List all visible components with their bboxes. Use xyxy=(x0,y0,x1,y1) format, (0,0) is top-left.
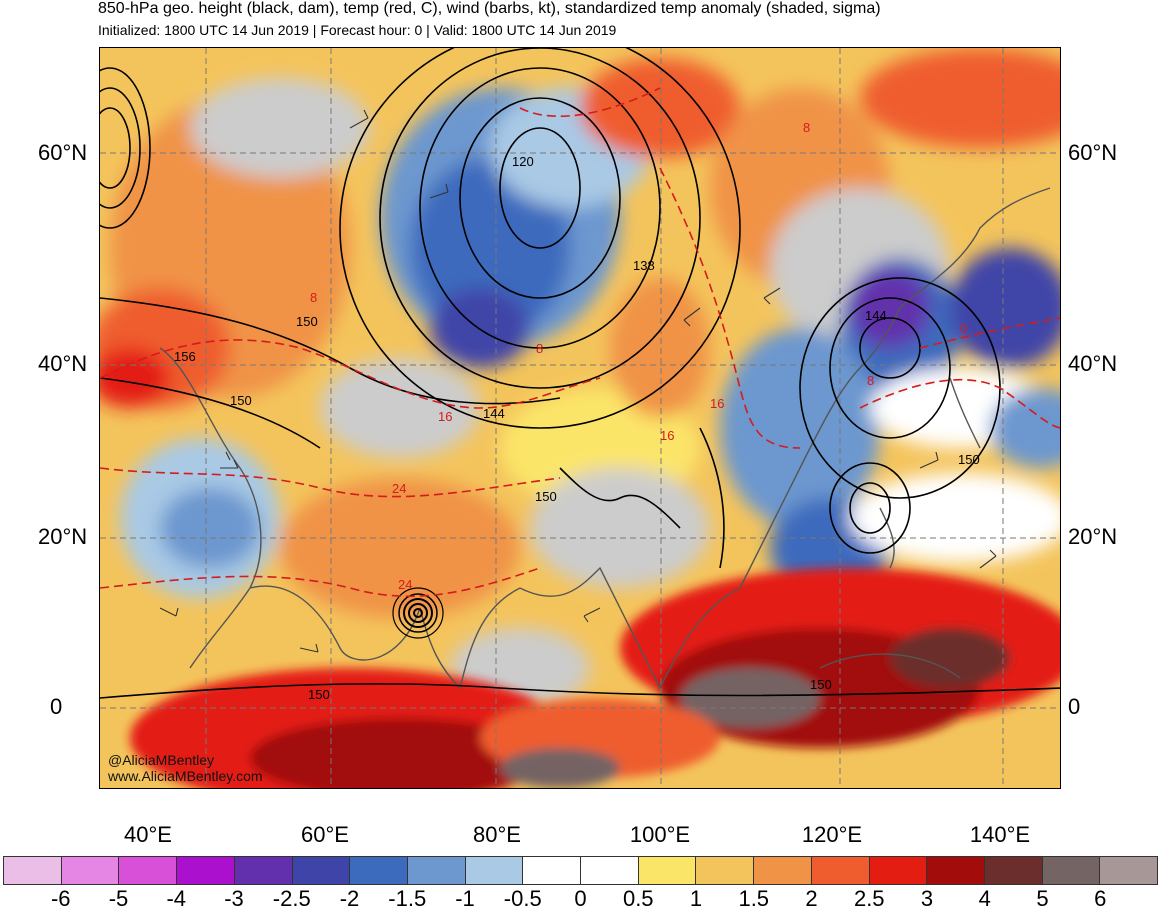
colorbar-label: 0.5 xyxy=(622,886,654,911)
tropical-warm-shading xyxy=(130,568,1060,788)
colorbar-box xyxy=(869,857,928,884)
chart-subtitle: Initialized: 1800 UTC 14 Jun 2019 | Fore… xyxy=(98,22,617,38)
height-label: 150 xyxy=(535,489,557,504)
lon-label: 100°E xyxy=(629,822,691,847)
colorbar-box xyxy=(292,857,351,884)
lat-label-left: 40°N xyxy=(38,351,88,376)
colorbar-label: 6 xyxy=(1094,886,1107,911)
height-labels: 120 138 144 150 156 150 144 150 150 150 … xyxy=(174,154,980,702)
colorbar-label: 5 xyxy=(1036,886,1049,911)
tropical-cyclone xyxy=(392,587,444,639)
colorbar-label: -6 xyxy=(50,886,71,911)
colorbar-label: 0 xyxy=(574,886,587,911)
colorbar-label: -4 xyxy=(166,886,187,911)
height-label: 144 xyxy=(483,406,505,421)
colorbar-box xyxy=(696,857,755,884)
lat-label-right: 0 xyxy=(1068,694,1081,719)
lon-label: 80°E xyxy=(473,822,521,847)
lon-label: 60°E xyxy=(301,822,349,847)
temp-label: 16 xyxy=(710,396,724,411)
colorbar-box xyxy=(234,857,293,884)
colorbar-box xyxy=(638,857,697,884)
colorbar-box xyxy=(407,857,466,884)
colorbar-box xyxy=(119,857,178,884)
lat-label-right: 60°N xyxy=(1068,140,1118,165)
temp-label: 24 xyxy=(392,481,406,496)
temp-label: 24 xyxy=(398,577,412,592)
graticule xyxy=(100,48,1060,788)
temperature-labels: 8 8 8 16 16 16 24 24 0 8 xyxy=(310,120,967,592)
temp-label: 16 xyxy=(438,409,452,424)
temp-label: 8 xyxy=(867,373,874,388)
colorbar-label: -1 xyxy=(455,886,475,911)
height-label: 156 xyxy=(174,349,196,364)
colorbar-label: -2.5 xyxy=(272,886,311,911)
colorbar-box xyxy=(465,857,524,884)
colorbar-box xyxy=(350,857,408,884)
colorbar-label: 3 xyxy=(920,886,934,911)
temp-label: 8 xyxy=(536,341,543,356)
height-label: 150 xyxy=(296,314,318,329)
colorbar-label: -5 xyxy=(108,886,129,911)
temp-label: 8 xyxy=(803,120,810,135)
temp-label: 16 xyxy=(660,428,674,443)
colorbar-box xyxy=(754,857,812,884)
lon-label: 140°E xyxy=(969,822,1031,847)
colorbar-box xyxy=(1042,857,1101,884)
lat-label-left: 20°N xyxy=(38,524,88,549)
colorbar-label: -0.5 xyxy=(503,886,542,911)
lat-label-left: 60°N xyxy=(38,140,88,165)
colorbar-label: -3 xyxy=(224,886,244,911)
colorbar-label: 1 xyxy=(689,886,703,911)
wind-barbs xyxy=(159,109,997,653)
colorbar-box xyxy=(1100,857,1158,884)
height-label: 120 xyxy=(512,154,534,169)
colorbar-box xyxy=(4,857,62,884)
colorbar-box xyxy=(927,857,985,884)
colorbar xyxy=(3,856,1158,885)
height-label: 150 xyxy=(958,452,980,467)
colorbar-box xyxy=(177,857,235,884)
lat-label-right: 40°N xyxy=(1068,351,1118,376)
lon-label: 120°E xyxy=(801,822,863,847)
colorbar-label: -2 xyxy=(339,886,360,911)
temp-label: 0 xyxy=(960,321,967,336)
height-label: 138 xyxy=(633,258,655,273)
temp-label: 8 xyxy=(310,290,317,305)
colorbar-label: 2.5 xyxy=(853,886,885,911)
credit-handle: @AliciaMBentley xyxy=(108,752,215,768)
colorbar-box xyxy=(581,857,639,884)
chart-title: 850-hPa geo. height (black, dam), temp (… xyxy=(98,0,881,17)
height-label: 144 xyxy=(865,308,887,323)
colorbar-label: 4 xyxy=(978,886,991,911)
colorbar-box xyxy=(811,857,870,884)
lat-label-left: 0 xyxy=(50,694,63,719)
height-label: 150 xyxy=(230,393,252,408)
map-canvas: 120 138 144 150 156 150 144 150 150 150 … xyxy=(100,48,1060,788)
colorbar-label: -1.5 xyxy=(388,886,427,911)
credit-url: www.AliciaMBentley.com xyxy=(108,768,263,784)
height-label: 150 xyxy=(308,687,330,702)
colorbar-label: 1.5 xyxy=(738,886,770,911)
lon-label: 40°E xyxy=(124,822,172,847)
credits: @AliciaMBentley www.AliciaMBentley.com xyxy=(108,752,263,784)
map-panel: 120 138 144 150 156 150 144 150 150 150 … xyxy=(99,47,1061,789)
temperature-contours xyxy=(100,87,1060,598)
height-label: 150 xyxy=(810,677,832,692)
colorbar-box xyxy=(61,857,120,884)
colorbar-label: 2 xyxy=(805,886,818,911)
colorbar-box xyxy=(984,857,1043,884)
colorbar-box xyxy=(523,857,582,884)
lat-label-right: 20°N xyxy=(1068,524,1118,549)
